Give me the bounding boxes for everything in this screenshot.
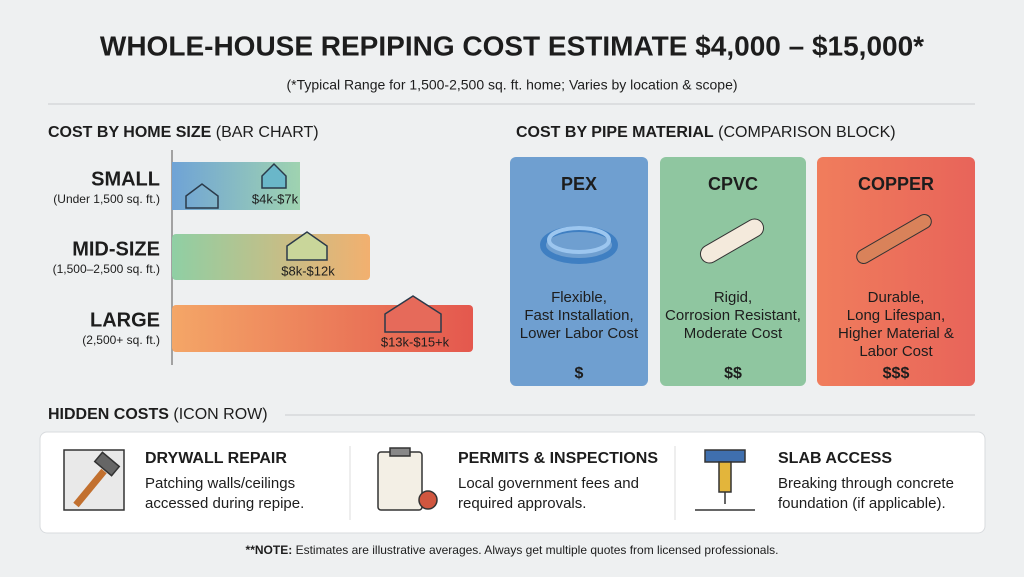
- item-title: DRYWALL REPAIR: [145, 450, 287, 467]
- hidden-icons: [63, 447, 755, 511]
- card-title: PEX: [561, 174, 597, 194]
- item-text: foundation (if applicable).: [778, 495, 946, 512]
- card-text: Higher Material &: [838, 325, 954, 342]
- subtitle: (*Typical Range for 1,500-2,500 sq. ft. …: [286, 77, 737, 93]
- card-title: COPPER: [858, 174, 934, 194]
- house-icons: [185, 162, 442, 333]
- card-text: Rigid,: [714, 289, 752, 306]
- section-heading: HIDDEN COSTS (ICON ROW): [48, 406, 268, 423]
- card-cost: $: [575, 365, 584, 382]
- item-text: Patching walls/ceilings: [145, 475, 295, 492]
- row-label: LARGE: [90, 309, 160, 331]
- bar: [172, 234, 370, 280]
- card: [817, 157, 975, 386]
- card-text: Moderate Cost: [684, 325, 783, 342]
- range-label: $8k-$12k: [281, 263, 335, 278]
- row-detail: (1,500–2,500 sq. ft.): [53, 262, 160, 276]
- section-heading: COST BY HOME SIZE (BAR CHART): [48, 124, 319, 141]
- card-text: Flexible,: [551, 289, 607, 306]
- item-text: Breaking through concrete: [778, 475, 954, 492]
- pipe-icons: [540, 214, 932, 264]
- footnote: **NOTE: Estimates are illustrative avera…: [246, 543, 779, 557]
- card-cost: $$: [724, 365, 742, 382]
- item-title: PERMITS & INSPECTIONS: [458, 450, 658, 467]
- range-label: $13k-$15+k: [381, 334, 450, 349]
- panel: [39, 431, 986, 534]
- card-text: Long Lifespan,: [847, 307, 945, 324]
- card-text: Labor Cost: [859, 343, 933, 360]
- card-cost: $$$: [883, 365, 910, 382]
- item-title: SLAB ACCESS: [778, 450, 892, 467]
- card-text: Durable,: [868, 289, 925, 306]
- card: [510, 157, 648, 386]
- row-detail: (Under 1,500 sq. ft.): [53, 192, 160, 206]
- section-heading: COST BY PIPE MATERIAL (COMPARISON BLOCK): [516, 124, 896, 141]
- row-label: SMALL: [91, 168, 160, 190]
- item-text: Local government fees and: [458, 475, 639, 492]
- card-text: Lower Labor Cost: [520, 325, 639, 342]
- row-detail: (2,500+ sq. ft.): [82, 333, 160, 347]
- title: WHOLE-HOUSE REPIPING COST ESTIMATE $4,00…: [100, 30, 924, 61]
- card: [660, 157, 806, 386]
- item-text: accessed during repipe.: [145, 495, 304, 512]
- card-text: Fast Installation,: [524, 307, 633, 324]
- item-text: required approvals.: [458, 495, 586, 512]
- card-text: Corrosion Resistant,: [665, 307, 801, 324]
- row-label: MID-SIZE: [72, 238, 160, 260]
- range-label: $4k-$7k: [252, 191, 299, 206]
- card-title: CPVC: [708, 174, 758, 194]
